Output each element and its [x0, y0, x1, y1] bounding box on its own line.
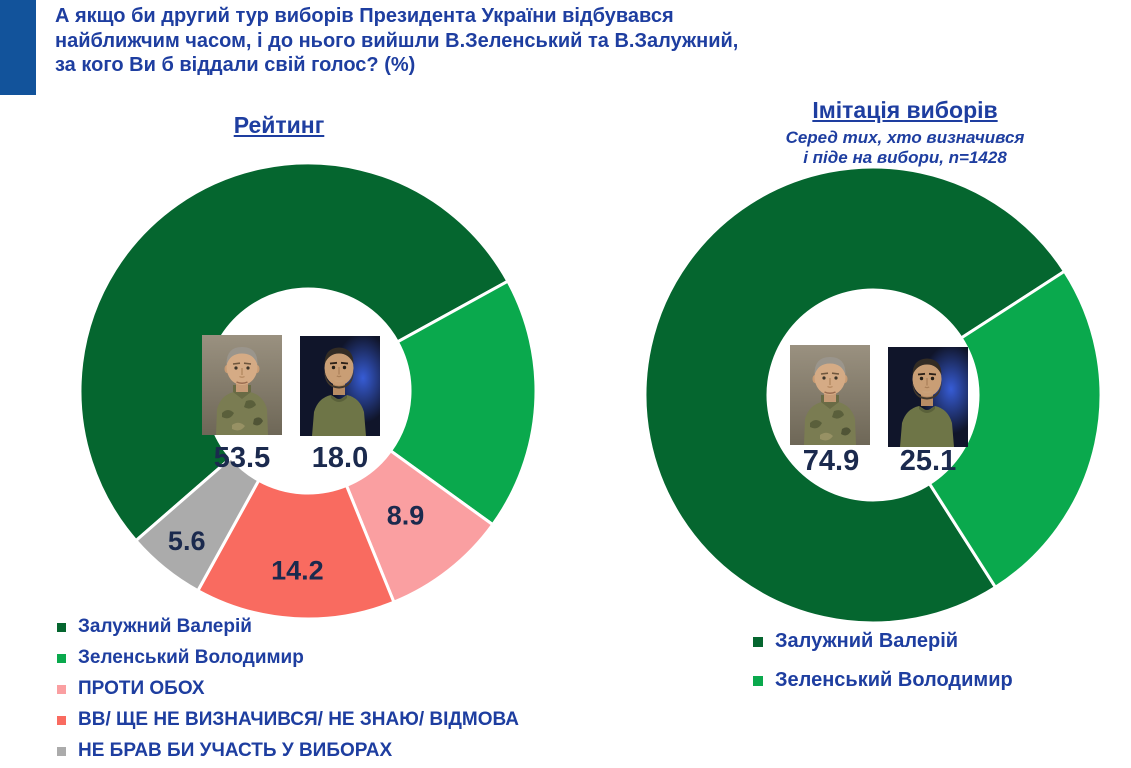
zelenskyi-photo	[300, 336, 380, 436]
zaluzhnyi-portrait-icon	[790, 345, 870, 445]
legend-swatch	[753, 636, 763, 647]
legend-item: Зеленський Володимир	[753, 669, 1013, 692]
donut-slice-2	[389, 279, 538, 527]
slice-value-label: 5.6	[168, 526, 206, 556]
chart-title-imitation: Імітація виборів	[812, 97, 998, 123]
accent-bar	[0, 0, 36, 95]
zelenskyi-photo	[888, 347, 968, 447]
zaluzhnyi-portrait-icon	[202, 335, 282, 435]
donut-slice-1	[78, 161, 510, 543]
legend-label: Залужний Валерій	[775, 630, 959, 652]
imitation-donut-svg	[643, 165, 1103, 625]
legend-label: Зеленський Володимир	[775, 669, 1013, 691]
legend-rating: Залужний Валерій Зеленський Володимир ПРОТ…	[57, 616, 519, 768]
center-value-zaluzhnyi: 53.5	[213, 442, 271, 474]
legend-item: НЕ БРАВ БИ УЧАСТЬ У ВИБОРАХ	[57, 740, 519, 762]
donut-chart-imitation: 74.9 25.1	[643, 165, 1103, 625]
legend-label: Залужний Валерій	[78, 616, 252, 637]
rating-donut-svg: 8.9 14.2 5.6	[78, 161, 538, 621]
legend-item: ВВ/ ЩЕ НЕ ВИЗНАЧИВСЯ/ НЕ ЗНАЮ/ ВІДМОВА	[57, 709, 519, 731]
legend-label: НЕ БРАВ БИ УЧАСТЬ У ВИБОРАХ	[78, 740, 393, 761]
center-value-zelenskyi: 25.1	[899, 445, 957, 477]
legend-imitation: Залужний Валерій Зеленський Володимир	[753, 630, 1013, 708]
donut-slice-2	[927, 269, 1103, 589]
legend-item: ПРОТИ ОБОХ	[57, 678, 519, 700]
legend-swatch	[57, 746, 66, 756]
zelenskyi-portrait-icon	[300, 336, 380, 436]
zaluzhnyi-photo	[202, 335, 282, 435]
legend-swatch	[57, 653, 66, 663]
legend-swatch	[753, 675, 763, 686]
legend-label: ВВ/ ЩЕ НЕ ВИЗНАЧИВСЯ/ НЕ ЗНАЮ/ ВІДМОВА	[78, 709, 520, 730]
center-value-zelenskyi: 18.0	[311, 442, 369, 474]
slice-value-label: 8.9	[387, 500, 425, 530]
legend-item: Залужний Валерій	[753, 630, 1013, 653]
page-title: А якщо би другий тур виборів Президента …	[55, 5, 739, 76]
legend-label: Зеленський Володимир	[78, 647, 304, 668]
legend-swatch	[57, 622, 66, 632]
legend-swatch	[57, 684, 66, 694]
legend-label: ПРОТИ ОБОХ	[78, 678, 205, 699]
donut-slice-4	[196, 478, 396, 621]
donut-chart-rating: 8.9 14.2 5.6 53.5 18.0	[78, 161, 538, 621]
donut-slice-5	[134, 456, 261, 593]
legend-item: Зеленський Володимир	[57, 647, 519, 669]
slice-value-label: 14.2	[271, 556, 324, 586]
zelenskyi-portrait-icon	[888, 347, 968, 447]
chart-title-rating: Рейтинг	[233, 112, 325, 138]
legend-item: Залужний Валерій	[57, 616, 519, 638]
chart-subtitle: Серед тих, хто визначився і піде на вибо…	[785, 128, 1025, 167]
center-value-zaluzhnyi: 74.9	[802, 445, 860, 477]
legend-swatch	[57, 715, 66, 725]
donut-slice-1	[643, 165, 1067, 625]
zaluzhnyi-photo	[790, 345, 870, 445]
